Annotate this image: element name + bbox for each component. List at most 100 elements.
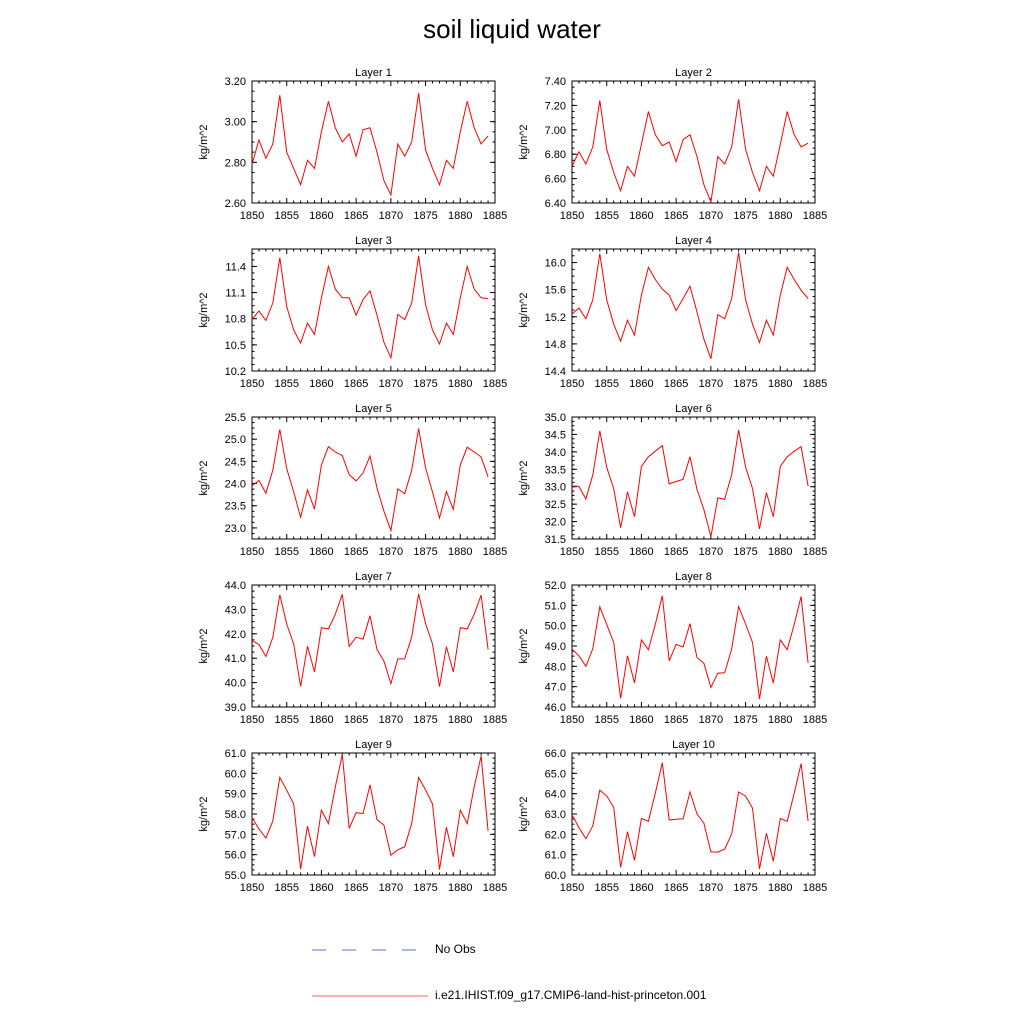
x-tick-label: 1875 xyxy=(733,210,757,222)
x-tick-label: 1855 xyxy=(594,378,618,390)
x-tick-label: 1870 xyxy=(379,882,403,894)
x-tick-label: 1855 xyxy=(274,378,298,390)
x-tick-label: 1855 xyxy=(594,546,618,558)
y-tick-label: 16.0 xyxy=(545,258,566,270)
y-axis-label: kg/m^2 xyxy=(198,796,210,831)
x-tick-label: 1880 xyxy=(768,378,792,390)
plot-frame xyxy=(251,584,496,708)
y-tick-label: 11.1 xyxy=(225,288,246,300)
y-tick-label: 33.5 xyxy=(545,464,566,476)
x-tick-label: 1875 xyxy=(413,882,437,894)
y-tick-label: 58.0 xyxy=(225,809,246,821)
x-tick-label: 1875 xyxy=(413,378,437,390)
x-tick-label: 1870 xyxy=(379,378,403,390)
y-tick-label: 49.0 xyxy=(545,641,566,653)
x-tick-label: 1870 xyxy=(699,546,723,558)
y-tick-label: 7.20 xyxy=(545,100,566,112)
y-tick-label: 25.0 xyxy=(225,434,246,446)
y-tick-label: 24.5 xyxy=(225,456,246,468)
y-tick-label: 31.5 xyxy=(545,534,566,546)
y-tick-label: 10.2 xyxy=(225,366,246,378)
plot-frame xyxy=(251,248,496,372)
x-tick-label: 1860 xyxy=(309,210,333,222)
y-tick-label: 50.0 xyxy=(545,621,566,633)
x-tick-label: 1880 xyxy=(448,714,472,726)
y-axis-label: kg/m^2 xyxy=(198,460,210,495)
x-tick-label: 1865 xyxy=(664,882,688,894)
y-tick-label: 62.0 xyxy=(545,829,566,841)
y-tick-label: 35.0 xyxy=(545,412,566,424)
series-line xyxy=(571,762,809,869)
x-tick-label: 1880 xyxy=(768,546,792,558)
series-line xyxy=(571,99,809,204)
x-tick-label: 1850 xyxy=(240,714,264,726)
y-tick-label: 52.0 xyxy=(545,580,566,592)
x-tick-label: 1875 xyxy=(733,378,757,390)
x-tick-label: 1885 xyxy=(483,882,507,894)
panel-title: Layer 9 xyxy=(355,739,392,751)
x-tick-label: 1860 xyxy=(629,378,653,390)
legend-swatch-model-run xyxy=(312,995,428,997)
panel-title: Layer 1 xyxy=(355,67,392,79)
x-tick-label: 1865 xyxy=(664,378,688,390)
y-axis-label: kg/m^2 xyxy=(518,796,530,831)
x-tick-label: 1855 xyxy=(594,714,618,726)
y-tick-label: 57.0 xyxy=(225,829,246,841)
y-tick-label: 11.4 xyxy=(225,261,246,273)
y-tick-label: 33.0 xyxy=(545,482,566,494)
y-tick-label: 25.5 xyxy=(225,412,246,424)
x-tick-label: 1850 xyxy=(240,210,264,222)
y-tick-label: 64.0 xyxy=(545,789,566,801)
y-tick-label: 51.0 xyxy=(545,600,566,612)
panel-layer-1: Layer 1 1850 1855 1860 1865 1870 1875 1880 1885 2… xyxy=(198,67,507,222)
x-tick-label: 1870 xyxy=(379,714,403,726)
series-line xyxy=(571,595,809,699)
panel-title: Layer 2 xyxy=(675,67,712,79)
y-tick-label: 65.0 xyxy=(545,768,566,780)
panel-title: Layer 8 xyxy=(675,571,712,583)
y-tick-label: 6.80 xyxy=(545,149,566,161)
x-tick-label: 1850 xyxy=(240,378,264,390)
series-line xyxy=(571,252,809,359)
x-tick-label: 1855 xyxy=(274,546,298,558)
y-tick-label: 42.0 xyxy=(225,629,246,641)
x-tick-label: 1865 xyxy=(664,210,688,222)
panel-title: Layer 5 xyxy=(355,403,392,415)
x-tick-label: 1880 xyxy=(448,546,472,558)
x-tick-label: 1875 xyxy=(733,546,757,558)
y-tick-label: 47.0 xyxy=(545,682,566,694)
y-tick-label: 61.0 xyxy=(225,748,246,760)
y-tick-label: 34.5 xyxy=(545,429,566,441)
x-tick-label: 1865 xyxy=(664,714,688,726)
x-tick-label: 1865 xyxy=(344,378,368,390)
series-line xyxy=(251,593,489,687)
x-tick-label: 1875 xyxy=(733,882,757,894)
panel-layer-6: Layer 6 1850 1855 1860 1865 1870 1875 1880 1885 3… xyxy=(518,403,827,558)
x-tick-label: 1860 xyxy=(629,714,653,726)
x-tick-label: 1850 xyxy=(560,714,584,726)
x-tick-label: 1885 xyxy=(483,210,507,222)
y-tick-label: 55.0 xyxy=(225,870,246,882)
y-tick-label: 32.5 xyxy=(545,499,566,511)
legend-swatch-no-obs xyxy=(312,949,418,951)
y-tick-label: 3.20 xyxy=(225,76,246,88)
x-tick-label: 1870 xyxy=(699,714,723,726)
x-tick-label: 1875 xyxy=(413,210,437,222)
x-tick-label: 1885 xyxy=(803,210,827,222)
y-axis-label: kg/m^2 xyxy=(518,292,530,327)
y-tick-label: 66.0 xyxy=(545,748,566,760)
x-tick-label: 1885 xyxy=(483,714,507,726)
y-tick-label: 6.60 xyxy=(545,174,566,186)
x-tick-label: 1860 xyxy=(309,378,333,390)
y-tick-label: 10.8 xyxy=(225,314,246,326)
x-tick-label: 1885 xyxy=(483,378,507,390)
y-tick-label: 6.40 xyxy=(545,198,566,210)
y-tick-label: 7.40 xyxy=(545,76,566,88)
panel-layer-5: Layer 5 1850 1855 1860 1865 1870 1875 1880 1885 2… xyxy=(198,403,507,558)
x-tick-label: 1865 xyxy=(344,882,368,894)
panel-layer-4: Layer 4 1850 1855 1860 1865 1870 1875 1880 1885 1… xyxy=(518,235,827,390)
x-tick-label: 1865 xyxy=(344,210,368,222)
plot-frame xyxy=(571,752,816,876)
x-tick-label: 1855 xyxy=(274,210,298,222)
panel-title: Layer 10 xyxy=(672,739,715,751)
